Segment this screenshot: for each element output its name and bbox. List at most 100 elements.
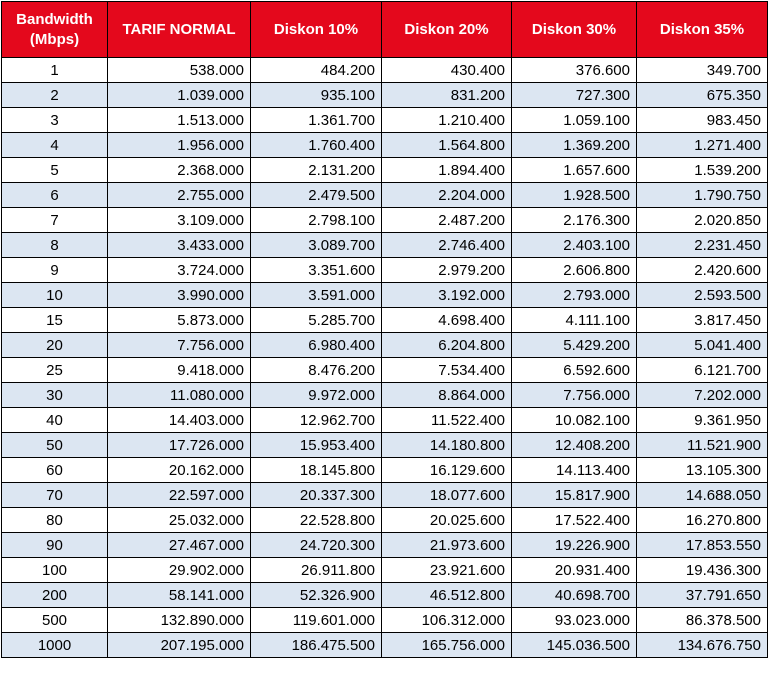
header-diskon-35: Diskon 35% bbox=[636, 1, 768, 58]
cell-diskon-30: 40.698.700 bbox=[511, 582, 637, 608]
cell-diskon-20: 106.312.000 bbox=[381, 607, 512, 633]
cell-diskon-30: 15.817.900 bbox=[511, 482, 637, 508]
cell-diskon-10: 24.720.300 bbox=[250, 532, 382, 558]
cell-diskon-20: 2.746.400 bbox=[381, 232, 512, 258]
cell-diskon-30: 7.756.000 bbox=[511, 382, 637, 408]
cell-bandwidth: 7 bbox=[1, 207, 108, 233]
cell-bandwidth: 30 bbox=[1, 382, 108, 408]
cell-diskon-10: 186.475.500 bbox=[250, 632, 382, 658]
table-row: 4 1.956.000 1.760.400 1.564.800 1.369.200 1.2… bbox=[1, 132, 768, 158]
cell-diskon-30: 2.403.100 bbox=[511, 232, 637, 258]
cell-diskon-35: 9.361.950 bbox=[636, 407, 768, 433]
table-row: 9 3.724.000 3.351.600 2.979.200 2.606.800 2.4… bbox=[1, 257, 768, 283]
cell-diskon-30: 12.408.200 bbox=[511, 432, 637, 458]
cell-tarif-normal: 1.513.000 bbox=[107, 107, 251, 133]
cell-diskon-20: 46.512.800 bbox=[381, 582, 512, 608]
table-row: 30 11.080.000 9.972.000 8.864.000 7.756.000 7… bbox=[1, 382, 768, 408]
cell-diskon-30: 1.369.200 bbox=[511, 132, 637, 158]
cell-diskon-10: 3.591.000 bbox=[250, 282, 382, 308]
cell-diskon-10: 484.200 bbox=[250, 57, 382, 83]
cell-tarif-normal: 2.368.000 bbox=[107, 157, 251, 183]
cell-diskon-35: 5.041.400 bbox=[636, 332, 768, 358]
table-row: 7 3.109.000 2.798.100 2.487.200 2.176.300 2.0… bbox=[1, 207, 768, 233]
cell-diskon-35: 13.105.300 bbox=[636, 457, 768, 483]
cell-diskon-20: 831.200 bbox=[381, 82, 512, 108]
cell-diskon-30: 1.657.600 bbox=[511, 157, 637, 183]
table-row: 10 3.990.000 3.591.000 3.192.000 2.793.000 2.… bbox=[1, 282, 768, 308]
cell-diskon-10: 12.962.700 bbox=[250, 407, 382, 433]
header-diskon-10: Diskon 10% bbox=[250, 1, 382, 58]
table-row: 60 20.162.000 18.145.800 16.129.600 14.113.4… bbox=[1, 457, 768, 483]
cell-tarif-normal: 1.039.000 bbox=[107, 82, 251, 108]
cell-tarif-normal: 2.755.000 bbox=[107, 182, 251, 208]
cell-tarif-normal: 14.403.000 bbox=[107, 407, 251, 433]
cell-diskon-20: 430.400 bbox=[381, 57, 512, 83]
table-row: 100 29.902.000 26.911.800 23.921.600 20.931.… bbox=[1, 557, 768, 583]
cell-bandwidth: 3 bbox=[1, 107, 108, 133]
cell-diskon-10: 5.285.700 bbox=[250, 307, 382, 333]
tariff-table: Bandwidth (Mbps) TARIF NORMAL Diskon 10%… bbox=[1, 1, 768, 658]
cell-diskon-20: 7.534.400 bbox=[381, 357, 512, 383]
cell-tarif-normal: 7.756.000 bbox=[107, 332, 251, 358]
cell-tarif-normal: 3.433.000 bbox=[107, 232, 251, 258]
cell-diskon-35: 1.790.750 bbox=[636, 182, 768, 208]
table-header: Bandwidth (Mbps) TARIF NORMAL Diskon 10%… bbox=[1, 1, 768, 58]
cell-bandwidth: 200 bbox=[1, 582, 108, 608]
cell-diskon-10: 1.361.700 bbox=[250, 107, 382, 133]
cell-diskon-35: 37.791.650 bbox=[636, 582, 768, 608]
cell-diskon-35: 349.700 bbox=[636, 57, 768, 83]
cell-bandwidth: 6 bbox=[1, 182, 108, 208]
cell-bandwidth: 500 bbox=[1, 607, 108, 633]
cell-diskon-10: 26.911.800 bbox=[250, 557, 382, 583]
cell-tarif-normal: 22.597.000 bbox=[107, 482, 251, 508]
cell-diskon-10: 6.980.400 bbox=[250, 332, 382, 358]
header-tarif-normal: TARIF NORMAL bbox=[107, 1, 251, 58]
cell-diskon-35: 134.676.750 bbox=[636, 632, 768, 658]
cell-tarif-normal: 58.141.000 bbox=[107, 582, 251, 608]
cell-diskon-10: 119.601.000 bbox=[250, 607, 382, 633]
cell-diskon-30: 1.059.100 bbox=[511, 107, 637, 133]
cell-diskon-35: 1.271.400 bbox=[636, 132, 768, 158]
cell-diskon-10: 8.476.200 bbox=[250, 357, 382, 383]
cell-diskon-30: 19.226.900 bbox=[511, 532, 637, 558]
table-row: 200 58.141.000 52.326.900 46.512.800 40.698.… bbox=[1, 582, 768, 608]
cell-tarif-normal: 207.195.000 bbox=[107, 632, 251, 658]
cell-diskon-35: 2.231.450 bbox=[636, 232, 768, 258]
cell-bandwidth: 2 bbox=[1, 82, 108, 108]
cell-diskon-35: 2.420.600 bbox=[636, 257, 768, 283]
cell-bandwidth: 1 bbox=[1, 57, 108, 83]
cell-diskon-10: 3.089.700 bbox=[250, 232, 382, 258]
cell-diskon-30: 93.023.000 bbox=[511, 607, 637, 633]
table-row: 90 27.467.000 24.720.300 21.973.600 19.226.9… bbox=[1, 532, 768, 558]
cell-diskon-35: 7.202.000 bbox=[636, 382, 768, 408]
cell-bandwidth: 8 bbox=[1, 232, 108, 258]
cell-diskon-20: 8.864.000 bbox=[381, 382, 512, 408]
cell-diskon-20: 14.180.800 bbox=[381, 432, 512, 458]
cell-diskon-30: 2.176.300 bbox=[511, 207, 637, 233]
table-row: 80 25.032.000 22.528.800 20.025.600 17.522.4… bbox=[1, 507, 768, 533]
cell-diskon-10: 9.972.000 bbox=[250, 382, 382, 408]
table-row: 15 5.873.000 5.285.700 4.698.400 4.111.100 3.… bbox=[1, 307, 768, 333]
cell-diskon-10: 2.798.100 bbox=[250, 207, 382, 233]
table-row: 25 9.418.000 8.476.200 7.534.400 6.592.600 6.… bbox=[1, 357, 768, 383]
cell-diskon-20: 16.129.600 bbox=[381, 457, 512, 483]
cell-diskon-35: 16.270.800 bbox=[636, 507, 768, 533]
cell-tarif-normal: 17.726.000 bbox=[107, 432, 251, 458]
cell-diskon-30: 6.592.600 bbox=[511, 357, 637, 383]
cell-diskon-35: 2.020.850 bbox=[636, 207, 768, 233]
cell-tarif-normal: 20.162.000 bbox=[107, 457, 251, 483]
cell-diskon-35: 11.521.900 bbox=[636, 432, 768, 458]
cell-bandwidth: 70 bbox=[1, 482, 108, 508]
cell-bandwidth: 4 bbox=[1, 132, 108, 158]
table-body: 1 538.000 484.200 430.400 376.600 349.700 2 1.0… bbox=[1, 57, 768, 658]
cell-diskon-20: 1.564.800 bbox=[381, 132, 512, 158]
cell-tarif-normal: 3.724.000 bbox=[107, 257, 251, 283]
cell-diskon-35: 17.853.550 bbox=[636, 532, 768, 558]
cell-tarif-normal: 25.032.000 bbox=[107, 507, 251, 533]
cell-diskon-10: 22.528.800 bbox=[250, 507, 382, 533]
cell-diskon-10: 52.326.900 bbox=[250, 582, 382, 608]
table-row: 8 3.433.000 3.089.700 2.746.400 2.403.100 2.2… bbox=[1, 232, 768, 258]
cell-diskon-20: 23.921.600 bbox=[381, 557, 512, 583]
header-bandwidth-line2: (Mbps) bbox=[29, 30, 80, 48]
table-row: 20 7.756.000 6.980.400 6.204.800 5.429.200 5.… bbox=[1, 332, 768, 358]
